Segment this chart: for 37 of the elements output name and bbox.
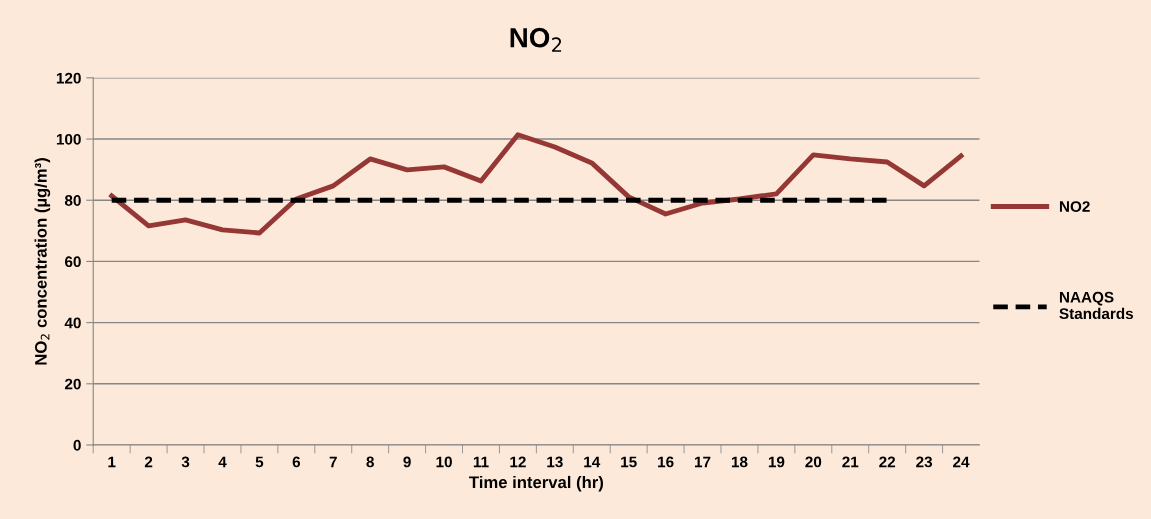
x-tick-label: 9 [403, 456, 411, 468]
y-tick-label: 0 [73, 439, 81, 451]
chart-title: NO$_{2}$ [510, 27, 562, 52]
x-tick-label: 12 [510, 456, 526, 468]
x-tick-label: 8 [366, 456, 374, 468]
line-series [109, 132, 964, 236]
x-tick-label: 18 [731, 456, 748, 468]
x-tick-label: 4 [218, 456, 227, 468]
y-tick-label: 60 [64, 256, 81, 268]
x-tick-label: 14 [584, 456, 601, 468]
x-tick-label: 23 [916, 456, 933, 468]
y-axis-title: NO$_{2}$ concentration (µg/m³) [34, 158, 51, 365]
x-tick-label: 6 [292, 456, 301, 468]
x-tick-label: 11 [473, 456, 489, 468]
x-tick-label: 5 [255, 456, 264, 468]
y-tick-label: 20 [64, 378, 81, 390]
x-tick-label: 7 [329, 456, 337, 468]
x-tick-label: 19 [768, 456, 785, 468]
x-axis-title: Time interval (hr) [469, 475, 603, 492]
x-tick-label: 1 [108, 456, 116, 468]
y-tick-label: 40 [64, 317, 81, 329]
y-tick-label: 120 [56, 72, 81, 84]
legend-label: NAAQS Standards [1059, 291, 1134, 320]
legend-label: NO2 [1059, 201, 1090, 212]
x-tick-label: 20 [805, 456, 822, 468]
x-tick-label: 2 [144, 456, 153, 468]
x-tick-label: 13 [547, 456, 563, 468]
x-tick-label: 22 [879, 456, 896, 468]
x-tick-label: 10 [436, 456, 452, 468]
x-tick-label: 15 [621, 456, 637, 468]
x-tick-label: 17 [695, 456, 711, 468]
x-tick-label: 21 [842, 456, 859, 468]
y-tick-label: 100 [56, 133, 81, 145]
x-tick-label: 16 [658, 456, 674, 468]
x-tick-label: 3 [181, 456, 190, 468]
y-tick-label: 80 [64, 195, 81, 206]
x-tick-label: 24 [953, 456, 970, 468]
